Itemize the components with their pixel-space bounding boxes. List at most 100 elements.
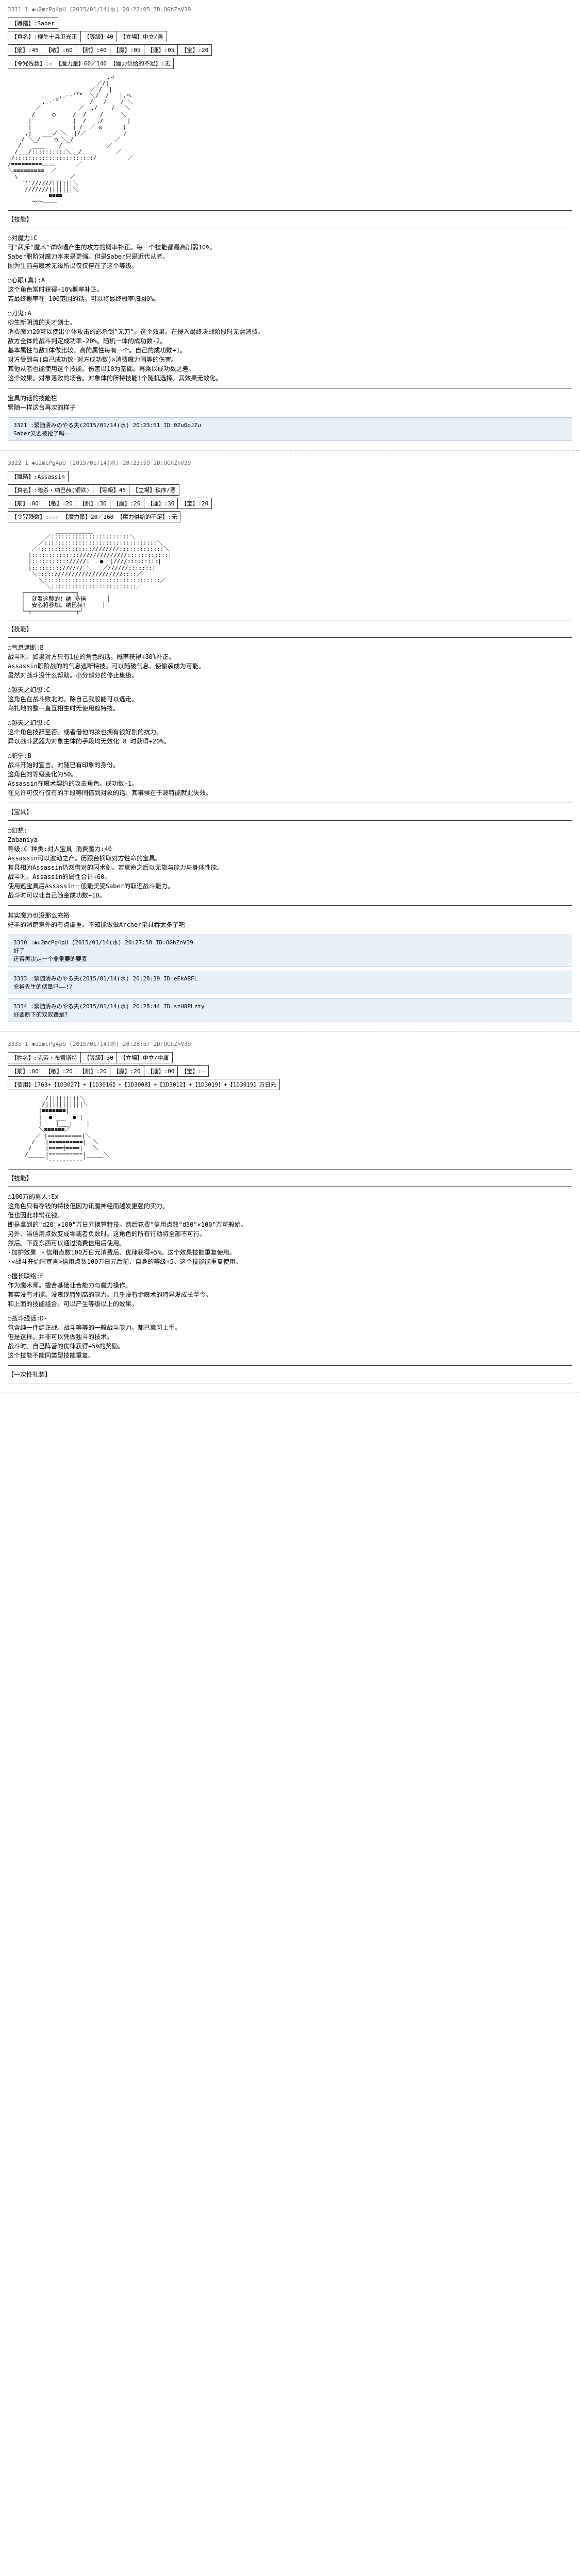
post-header: 3335 1 ◆u2mcPg4pU (2015/01/14(水) 20:28:5…: [8, 1040, 572, 1048]
skill-name: ○气息遮断:B: [8, 643, 572, 652]
true-name: 【真名】:暗杀・纳巴赫(铜铁): [8, 484, 93, 495]
skill-desc: 战斗开始时宣言。对随已有印象的身份。 这角色的等级变化为50。 Assassin…: [8, 760, 572, 798]
skill-name: ○100万的男人:Ex: [8, 1192, 572, 1201]
skills-title: 【技能】: [8, 624, 572, 633]
true-name: 【真名】:柳生十兵卫光正: [8, 31, 81, 42]
skill-desc: 这角色在战斗败北时。除自己我般能可以逃走。 乌扎地的整一直互相生时无使用遮特技。: [8, 694, 572, 713]
credit: 【信用】1763+【1D3027】+【1D3016】+【1D3008】+【1D3…: [8, 1079, 280, 1090]
credit-row: 【信用】1763+【1D3027】+【1D3016】+【1D3008】+【1D3…: [8, 1079, 280, 1090]
skill-name: ○越天之幻想:C: [8, 718, 572, 727]
skill-3: ○战斗线话:D- 包含纯一件结正战。战斗等等的一般战斗能力。都已意习上手。 但是…: [8, 1314, 572, 1360]
stance: 【立場】中立/中庸: [117, 1053, 172, 1063]
skill-desc: 这角色只有存钱的特技但因为讯魔神经而越发更强的实力。 但也因此非常花钱。 即是拿…: [8, 1201, 572, 1266]
skill-1: ○气息遮断:B 战斗时。如果对方只有1位的角色的话。概率获得+30%补正。 As…: [8, 643, 572, 680]
name-row: 【真名】:柳生十兵卫光正 【等級】40 【立場】中立/善: [8, 31, 167, 42]
stat-np: 【宝】:―: [178, 1066, 208, 1077]
skill-name: ○心眼(真):A: [8, 276, 572, 285]
divider: [8, 210, 572, 211]
skills-title: 【技能】: [8, 1174, 572, 1182]
footer-skill: 【一次性礼装】: [8, 1370, 572, 1379]
skill-desc: 包含纯一件结正战。战斗等等的一般战斗能力。都已意习上手。 但是这样。并非可以凭做…: [8, 1323, 572, 1360]
class-row: 【職階】:Assassin: [8, 471, 69, 482]
stat-agi: 【敏】:20: [42, 1066, 76, 1077]
skill-name: ○刀鬼:A: [8, 309, 572, 318]
stat-mag: 【魔】:05: [110, 45, 144, 56]
skill-desc: 可"两斥"魔术"详咏唱产生的攻方的概率补正。每一个技能都最高削弱10%。 Sab…: [8, 243, 572, 270]
char-name: 【姓名】:克劳・布雷斯特: [8, 1053, 81, 1063]
ascii-art-assassin: ___________ ／:::::::::::::::::::::::＼ ／:…: [8, 528, 572, 615]
name-row: 【姓名】:克劳・布雷斯特 【等級】30 【立場】中立/中庸: [8, 1052, 173, 1063]
skill-2: ○擅长联络:E 作为魔术师。擅合基础让合能力与魔力操作。 其实没有才能。没表现特…: [8, 1272, 572, 1309]
np-title: 【宝具】: [8, 807, 572, 816]
stance: 【立場】秩序/恶: [129, 484, 179, 495]
skill-name: ○擅长联络:E: [8, 1272, 572, 1281]
level: 【等級】30: [80, 1053, 117, 1063]
quote-text: 3333 :緊随清みのやる夫(2015/01/14(水) 20:28:39 ID…: [13, 974, 567, 991]
bonus: 【令咒残数】:☆ 【魔力量】60／140 【魔力供给的不足】:无: [8, 58, 174, 69]
class-title: 【職階】:Saber: [8, 18, 58, 29]
stats-row: 【筋】:00 【敏】:20 【耐】:20 【魔】:20 【運】:00 【宝】:―: [8, 1065, 209, 1077]
class-row: 【職階】:Saber: [8, 18, 58, 29]
stat-agi: 【敏】:60: [42, 45, 76, 56]
skill-desc: 柳生新阴流的天才剑士。 消费魔力20可以使出单体攻击的必杀剑"无刀"。这个效果。…: [8, 318, 572, 383]
class-title: 【職階】:Assassin: [8, 471, 69, 482]
skills-title: 【技能】: [8, 215, 572, 224]
np-block: ○幻想: Zabaniya 等级:C 种类:对人宝具 消费魔力:40 Assas…: [8, 826, 572, 900]
post-master: 3335 1 ◆u2mcPg4pU (2015/01/14(水) 20:28:5…: [0, 1035, 580, 1393]
stat-end: 【耐】:30: [76, 498, 110, 509]
skill-1: ○100万的男人:Ex 这角色只有存钱的特技但因为讯魔神经而越发更强的实力。 但…: [8, 1192, 572, 1266]
stat-luk: 【運】:05: [144, 45, 178, 56]
skill-2: ○越天之幻想:C 这角色在战斗败北时。除自己我般能可以逃走。 乌扎地的整一直互相…: [8, 685, 572, 713]
quote-box: 3321 :緊随清みのやる夫(2015/01/14(水) 20:23:51 ID…: [8, 417, 572, 441]
skill-4: ○驼宁:B 战斗开始时宣言。对随已有印象的身份。 这角色的等级变化为50。 As…: [8, 751, 572, 798]
stance: 【立場】中立/善: [117, 31, 167, 42]
level: 【等級】45: [93, 484, 129, 495]
post-footer: 宝具的话的技能栏 緊随一样这台再次的样子: [8, 394, 572, 412]
ascii-art-saber: ,ィ ／/| _ ／ / | _,.-‐''" ＼/ / |,へ ,.-'" /…: [8, 74, 572, 205]
stats-row: 【筋】:45 【敏】:60 【耐】:40 【魔】:05 【運】:05 【宝】:2…: [8, 44, 212, 56]
stat-mag: 【魔】:20: [110, 1066, 144, 1077]
ascii-art-master: /|||||||||＼ /|||||||||||＼ |≡≡≡≡≡≡≡| | ● …: [8, 1095, 572, 1164]
bonus-row: 【令咒残数】:☆ 【魔力量】60／140 【魔力供给的不足】:无: [8, 58, 174, 69]
level: 【等級】40: [80, 31, 117, 42]
stat-str: 【筋】:45: [8, 45, 42, 56]
quote-box-3: 3334 :緊随清みのやる夫(2015/01/14(水) 20:28:44 ID…: [8, 998, 572, 1022]
post-header: 3311 1 ◆u2mcPg4pU (2015/01/14(水) 20:22:0…: [8, 5, 572, 13]
divider: [8, 1365, 572, 1366]
quote-text: 3321 :緊随清みのやる夫(2015/01/14(水) 20:23:51 ID…: [13, 421, 567, 437]
stat-np: 【宝】:20: [178, 45, 212, 56]
stats-row: 【筋】:00 【敏】:20 【耐】:30 【魔】:20 【運】:30 【宝】:2…: [8, 498, 212, 509]
bonus-row: 【令咒残数】:☆☆☆ 【魔力量】20／160 【魔力供给的不足】:无: [8, 511, 180, 522]
divider: [8, 637, 572, 638]
stat-end: 【耐】:20: [76, 1066, 110, 1077]
stat-agi: 【敏】:20: [42, 498, 76, 509]
post-assassin: 3322 1 ◆u2mcPg4pU (2015/01/14(水) 20:23:5…: [0, 453, 580, 1032]
post-saber: 3311 1 ◆u2mcPg4pU (2015/01/14(水) 20:22:0…: [0, 0, 580, 451]
stat-luk: 【運】:30: [144, 498, 178, 509]
skill-2: ○心眼(真):A 这个角色常时获得+10%概率补正。 若最终概率在-100范围的…: [8, 276, 572, 303]
skill-desc: 作为魔术师。擅合基础让合能力与魔力操作。 其实没有才能。没表现特别高的能力。几乎…: [8, 1281, 572, 1309]
post-footer: 其实魔力也没那么充裕 好丰的消磨意外的有点虚重。不知能做做Archer宝具吞太多…: [8, 911, 572, 929]
skill-name: ○越天之幻想:C: [8, 685, 572, 694]
bonus: 【令咒残数】:☆☆☆ 【魔力量】20／160 【魔力供给的不足】:无: [8, 511, 180, 522]
stat-mag: 【魔】:20: [110, 498, 144, 509]
divider: [8, 905, 572, 906]
stat-end: 【耐】:40: [76, 45, 110, 56]
skill-3: ○越天之幻想:C 这个角色技辞至否。或者借他的弦也拥有很好剧的抗力。 异以战斗武…: [8, 718, 572, 746]
skill-desc: 这个角色技辞至否。或者借他的弦也拥有很好剧的抗力。 异以战斗武器为对象主体的手段…: [8, 727, 572, 746]
skill-name: ○驼宁:B: [8, 751, 572, 760]
quote-text: 3334 :緊随清みのやる夫(2015/01/14(水) 20:28:44 ID…: [13, 1002, 567, 1019]
skill-desc: 战斗时。如果对方只有1位的角色的话。概率获得+30%补正。 Assassin职阶…: [8, 652, 572, 680]
stat-str: 【筋】:00: [8, 498, 42, 509]
quote-text: 3330 :◆u2mcPg4pU (2015/01/14(水) 20:27:50…: [13, 938, 567, 963]
skill-name: ○战斗线话:D-: [8, 1314, 572, 1323]
stat-str: 【筋】:00: [8, 1066, 42, 1077]
skill-1: ○对魔力:C 可"两斥"魔术"详咏唱产生的攻方的概率补正。每一个技能都最高削弱1…: [8, 233, 572, 270]
quote-box-2: 3333 :緊随清みのやる夫(2015/01/14(水) 20:28:39 ID…: [8, 971, 572, 994]
np-desc: 等级:C 种类:对人宝具 消费魔力:40 Assassin可以波动之产。历跟台摘…: [8, 844, 572, 900]
stat-luk: 【運】:00: [144, 1066, 178, 1077]
post-header: 3322 1 ◆u2mcPg4pU (2015/01/14(水) 20:23:5…: [8, 459, 572, 467]
name-row: 【真名】:暗杀・纳巴赫(铜铁) 【等級】45 【立場】秩序/恶: [8, 484, 179, 496]
skill-desc: 这个角色常时获得+10%概率补正。 若最终概率在-100范围的话。可以将最终概率…: [8, 285, 572, 303]
np-name: ○幻想: Zabaniya: [8, 826, 572, 844]
